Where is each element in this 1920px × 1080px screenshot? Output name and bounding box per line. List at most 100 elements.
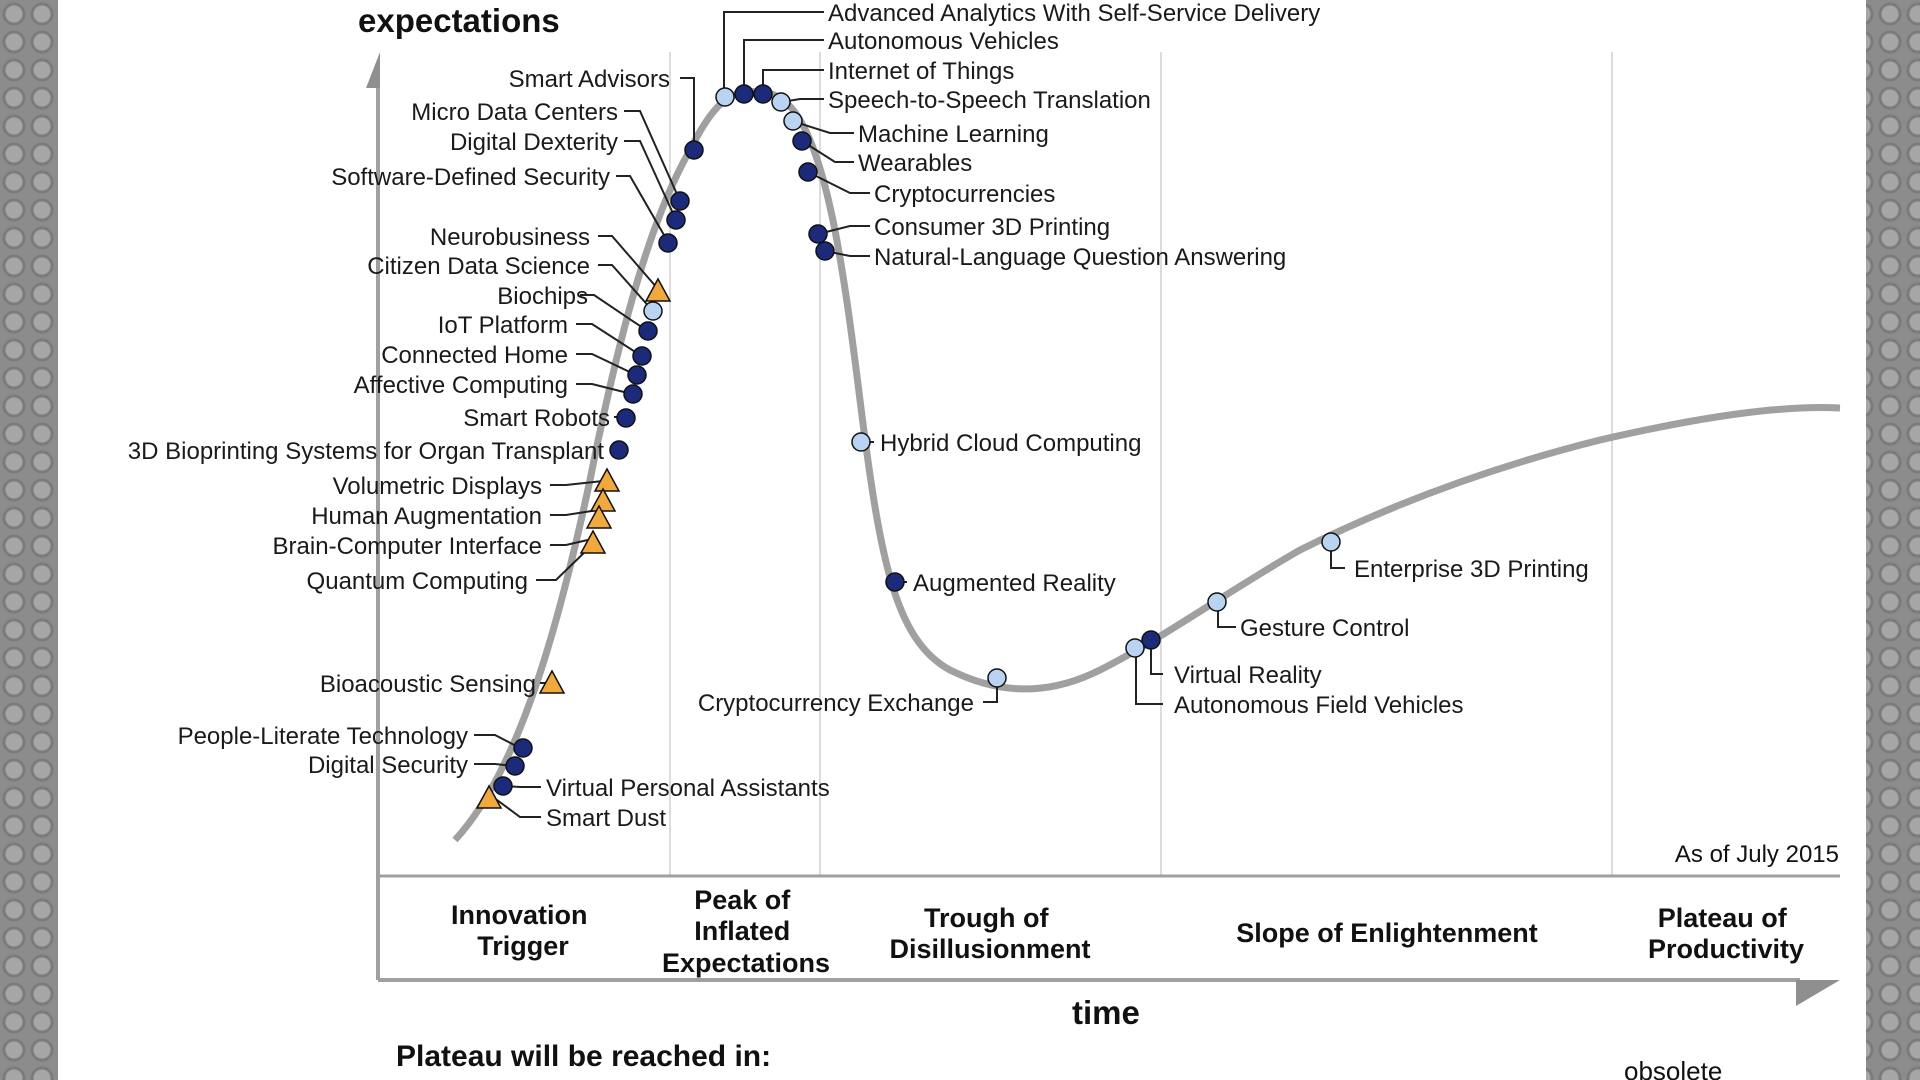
leader-line (550, 538, 593, 546)
tech-label: Gesture Control (1240, 615, 1409, 642)
tech-label: Smart Advisors (509, 66, 670, 93)
light-dot-marker (715, 87, 735, 107)
phase-peak: Peak of Inflated Expectations (662, 885, 830, 978)
leader-line (616, 175, 669, 243)
leader-line (680, 77, 695, 150)
dark-dot-marker (885, 572, 905, 592)
dark-dot-marker (638, 321, 658, 341)
light-dot-marker (1125, 638, 1145, 658)
tech-label: Digital Dexterity (450, 129, 618, 156)
tech-label: Virtual Reality (1174, 662, 1322, 689)
x-axis: time (378, 874, 1840, 1031)
y-axis: expectations (358, 2, 560, 980)
triangle-marker (579, 529, 607, 554)
dark-dot-marker (1141, 630, 1161, 650)
tech-label: Bioacoustic Sensing (320, 671, 536, 698)
light-dot-marker (771, 92, 791, 112)
leader-line (807, 171, 870, 194)
plateau-reached-label: Plateau will be reached in: (396, 1040, 771, 1073)
dark-dot-marker (623, 384, 643, 404)
tech-label: Machine Learning (858, 121, 1049, 148)
dark-dot-marker (505, 756, 525, 776)
dark-dot-marker (670, 191, 690, 211)
leader-line (598, 235, 659, 290)
light-dot-marker (783, 111, 803, 131)
x-axis-arrow (1796, 980, 1840, 1006)
phase-plateau: Plateau of Productivity (1648, 903, 1804, 964)
leader-line (762, 69, 824, 92)
tech-label: Cryptocurrencies (874, 181, 1055, 208)
hype-curve (452, 88, 1841, 843)
triangle-marker (593, 467, 621, 492)
dark-dot-marker (658, 233, 678, 253)
phase-labels: Innovation Trigger Peak of Inflated Expe… (451, 885, 1804, 978)
light-dot-marker (1207, 592, 1227, 612)
tech-label: Speech-to-Speech Translation (828, 87, 1151, 114)
dark-dot-marker (627, 365, 647, 385)
dark-dot-marker (753, 84, 773, 104)
dark-dot-marker (616, 408, 636, 428)
phase-innovation-trigger: Innovation Trigger (451, 900, 595, 961)
as-of-date: As of July 2015 (1675, 841, 1839, 868)
dark-dot-marker (734, 84, 754, 104)
tech-label: Consumer 3D Printing (874, 214, 1110, 241)
technology-labels: Advanced Analytics With Self-Service Del… (128, 0, 1589, 832)
leader-line (580, 294, 647, 331)
leader-line (576, 323, 641, 356)
obsolete-label: obsolete (1624, 1056, 1722, 1080)
tech-label: 3D Bioprinting Systems for Organ Transpl… (128, 438, 605, 465)
triangle-marker (475, 784, 503, 809)
leader-line (723, 11, 824, 95)
light-dot-marker (643, 301, 663, 321)
tech-label: Digital Security (308, 752, 468, 779)
phase-slope: Slope of Enlightenment (1236, 918, 1538, 948)
tech-label: Augmented Reality (913, 570, 1116, 597)
leader-line (624, 140, 677, 221)
light-dot-marker (851, 432, 871, 452)
dark-dot-marker (684, 140, 704, 160)
light-dot-marker (987, 668, 1007, 688)
triangle-marker (538, 669, 566, 694)
light-dot-marker (1321, 532, 1341, 552)
phase-trough: Trough of Disillusionment (889, 903, 1090, 964)
leader-line (791, 120, 854, 134)
tech-label: People-Literate Technology (178, 723, 468, 750)
leader-line (550, 509, 599, 516)
leader-line (1150, 640, 1163, 675)
leader-line (598, 264, 653, 311)
markers (475, 84, 1341, 809)
leader-line (474, 734, 521, 749)
leader-line (801, 140, 854, 163)
tech-label: Smart Dust (546, 805, 666, 832)
leader-line (1135, 648, 1163, 705)
leader-line (576, 353, 637, 376)
tech-label: Connected Home (381, 342, 568, 369)
leader-line (576, 383, 633, 395)
dark-dot-marker (792, 131, 812, 151)
dark-dot-marker (666, 210, 686, 230)
tech-label: IoT Platform (438, 312, 568, 339)
tech-label: Brain-Computer Interface (273, 533, 542, 560)
dark-dot-marker (798, 162, 818, 182)
tech-label: Enterprise 3D Printing (1354, 556, 1589, 583)
triangle-marker (585, 504, 613, 529)
y-axis-arrow (366, 52, 380, 88)
tech-label: Autonomous Vehicles (828, 28, 1059, 55)
triangle-marker (589, 487, 617, 512)
tech-label: Natural-Language Question Answering (874, 244, 1286, 271)
tech-label: Internet of Things (828, 58, 1014, 85)
x-axis-title: time (1072, 994, 1140, 1031)
dark-dot-marker (493, 776, 513, 796)
dark-dot-marker (808, 224, 828, 244)
dark-dot-marker (815, 241, 835, 261)
tech-label: Cryptocurrency Exchange (698, 690, 974, 717)
leader-line (550, 480, 604, 486)
tech-label: Volumetric Displays (333, 473, 542, 500)
tech-label: Smart Robots (463, 405, 610, 432)
tech-label: Affective Computing (354, 372, 568, 399)
tech-label: Quantum Computing (307, 568, 528, 595)
triangle-marker (644, 277, 672, 302)
dark-dot-marker (513, 738, 533, 758)
slide-panel (58, 0, 1866, 1080)
